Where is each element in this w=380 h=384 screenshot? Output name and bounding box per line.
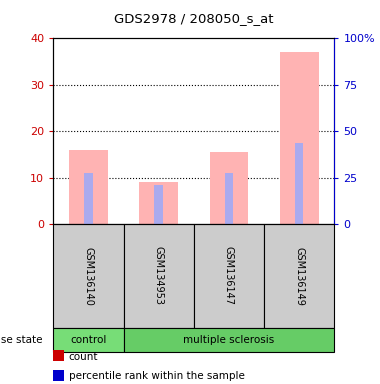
Bar <box>84 173 93 224</box>
Text: disease state: disease state <box>0 335 43 345</box>
Bar <box>210 152 248 224</box>
Text: GSM134953: GSM134953 <box>154 247 164 305</box>
Text: GSM136140: GSM136140 <box>83 247 93 305</box>
Bar <box>124 328 334 352</box>
Bar <box>264 224 334 328</box>
Text: control: control <box>70 335 106 345</box>
Bar <box>53 328 124 352</box>
Text: GSM136149: GSM136149 <box>294 247 304 305</box>
Bar <box>53 370 64 381</box>
Bar <box>124 224 194 328</box>
Bar <box>154 185 163 224</box>
Text: GDS2978 / 208050_s_at: GDS2978 / 208050_s_at <box>114 12 274 25</box>
Text: multiple sclerosis: multiple sclerosis <box>183 335 275 345</box>
Bar <box>69 150 108 224</box>
Bar <box>53 351 64 361</box>
Bar <box>139 182 178 224</box>
Bar <box>225 173 233 224</box>
Text: percentile rank within the sample: percentile rank within the sample <box>69 371 245 381</box>
Bar <box>280 52 318 224</box>
Bar <box>194 224 264 328</box>
Text: count: count <box>69 351 98 362</box>
Text: GSM136147: GSM136147 <box>224 247 234 305</box>
Bar <box>53 224 124 328</box>
Bar <box>295 143 304 224</box>
